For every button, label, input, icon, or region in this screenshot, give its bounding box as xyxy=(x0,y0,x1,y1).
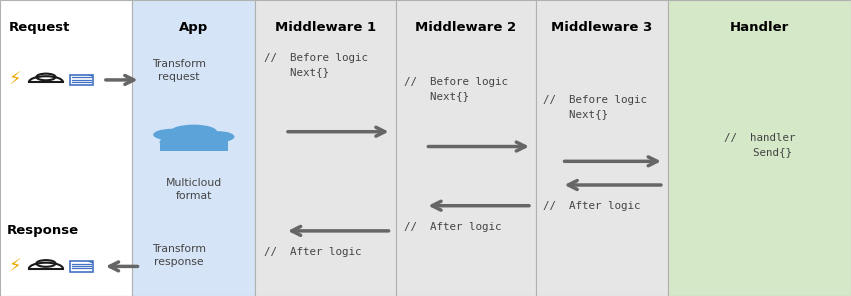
Text: //  After logic: // After logic xyxy=(543,201,641,211)
Bar xyxy=(132,0,255,296)
Text: Transform
request: Transform request xyxy=(151,59,206,82)
Text: Handler: Handler xyxy=(730,21,789,34)
Polygon shape xyxy=(87,261,93,263)
Text: Transform
response: Transform response xyxy=(151,244,206,267)
Bar xyxy=(255,0,396,296)
Text: ⚡: ⚡ xyxy=(9,258,20,275)
Text: Multicloud
format: Multicloud format xyxy=(165,178,222,201)
Text: App: App xyxy=(179,21,208,34)
Text: ⚡: ⚡ xyxy=(9,71,20,89)
Bar xyxy=(536,0,668,296)
Bar xyxy=(0,0,132,296)
Text: //  Before logic
    Next{}: // Before logic Next{} xyxy=(404,77,508,101)
Text: Middleware 2: Middleware 2 xyxy=(415,21,517,34)
Text: Response: Response xyxy=(7,224,79,237)
Text: Request: Request xyxy=(9,21,70,34)
Text: //  After logic: // After logic xyxy=(264,247,362,257)
Bar xyxy=(668,0,851,296)
Text: //  After logic: // After logic xyxy=(404,222,502,232)
Text: Middleware 1: Middleware 1 xyxy=(275,21,376,34)
Bar xyxy=(159,141,227,151)
Text: Middleware 3: Middleware 3 xyxy=(551,21,653,34)
Text: //  handler
    Send{}: // handler Send{} xyxy=(723,133,796,157)
Ellipse shape xyxy=(160,133,227,151)
Polygon shape xyxy=(87,75,93,77)
Ellipse shape xyxy=(201,131,235,142)
Ellipse shape xyxy=(153,129,191,141)
Text: //  Before logic
    Next{}: // Before logic Next{} xyxy=(264,53,368,77)
Text: //  Before logic
    Next{}: // Before logic Next{} xyxy=(543,95,647,119)
Bar xyxy=(71,75,93,85)
Bar xyxy=(71,261,93,272)
Bar xyxy=(396,0,536,296)
Ellipse shape xyxy=(170,125,217,139)
